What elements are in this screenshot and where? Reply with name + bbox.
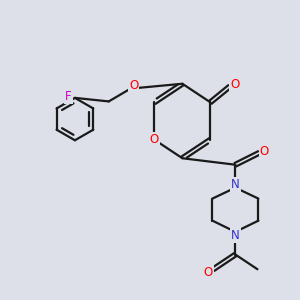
Text: O: O [260, 145, 269, 158]
Text: N: N [231, 229, 240, 242]
Text: O: O [203, 266, 213, 279]
Text: O: O [129, 79, 138, 92]
Text: N: N [231, 178, 240, 191]
Text: O: O [150, 133, 159, 146]
Text: F: F [65, 90, 72, 103]
Text: O: O [230, 78, 239, 91]
